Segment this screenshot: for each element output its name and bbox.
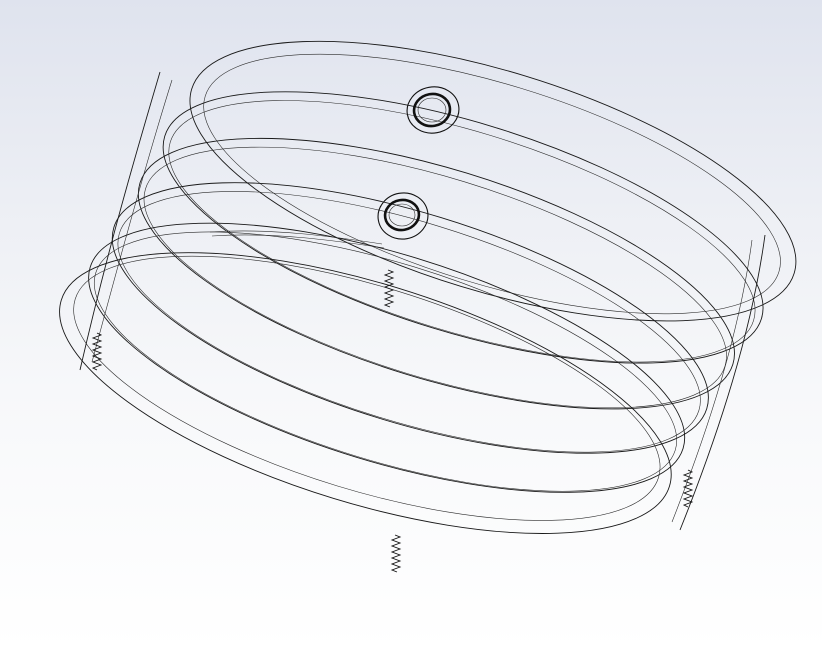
upper-port-ring — [412, 92, 452, 128]
ring-4-outer — [88, 222, 686, 493]
upper-port[interactable] — [403, 83, 462, 137]
ring-2-outer — [137, 137, 735, 410]
right-silhouette-inner — [671, 239, 753, 523]
left-silhouette-outer — [79, 71, 161, 371]
spring-right — [682, 469, 694, 508]
spring-left — [91, 332, 103, 371]
housing-silhouette — [79, 71, 766, 531]
lower-port[interactable] — [374, 189, 431, 243]
lower-port-ring — [383, 198, 421, 232]
top-rim-inner — [203, 53, 781, 315]
bottom-rim-outer — [59, 252, 672, 534]
ring-1-outer — [162, 91, 764, 364]
spring-center-lower — [390, 534, 402, 573]
ring-3-inner — [117, 191, 701, 453]
left-silhouette-inner — [91, 79, 173, 363]
top-rim-outer — [189, 40, 797, 322]
right-silhouette-outer — [679, 234, 766, 531]
bottom-rim-inner — [73, 255, 661, 521]
housing-rings — [59, 40, 797, 534]
ring-4-inner — [93, 231, 677, 492]
ring-1-inner — [168, 100, 756, 363]
spring-center-upper — [383, 269, 395, 308]
channel-slot — [209, 230, 385, 249]
ring-3-outer — [111, 182, 709, 454]
